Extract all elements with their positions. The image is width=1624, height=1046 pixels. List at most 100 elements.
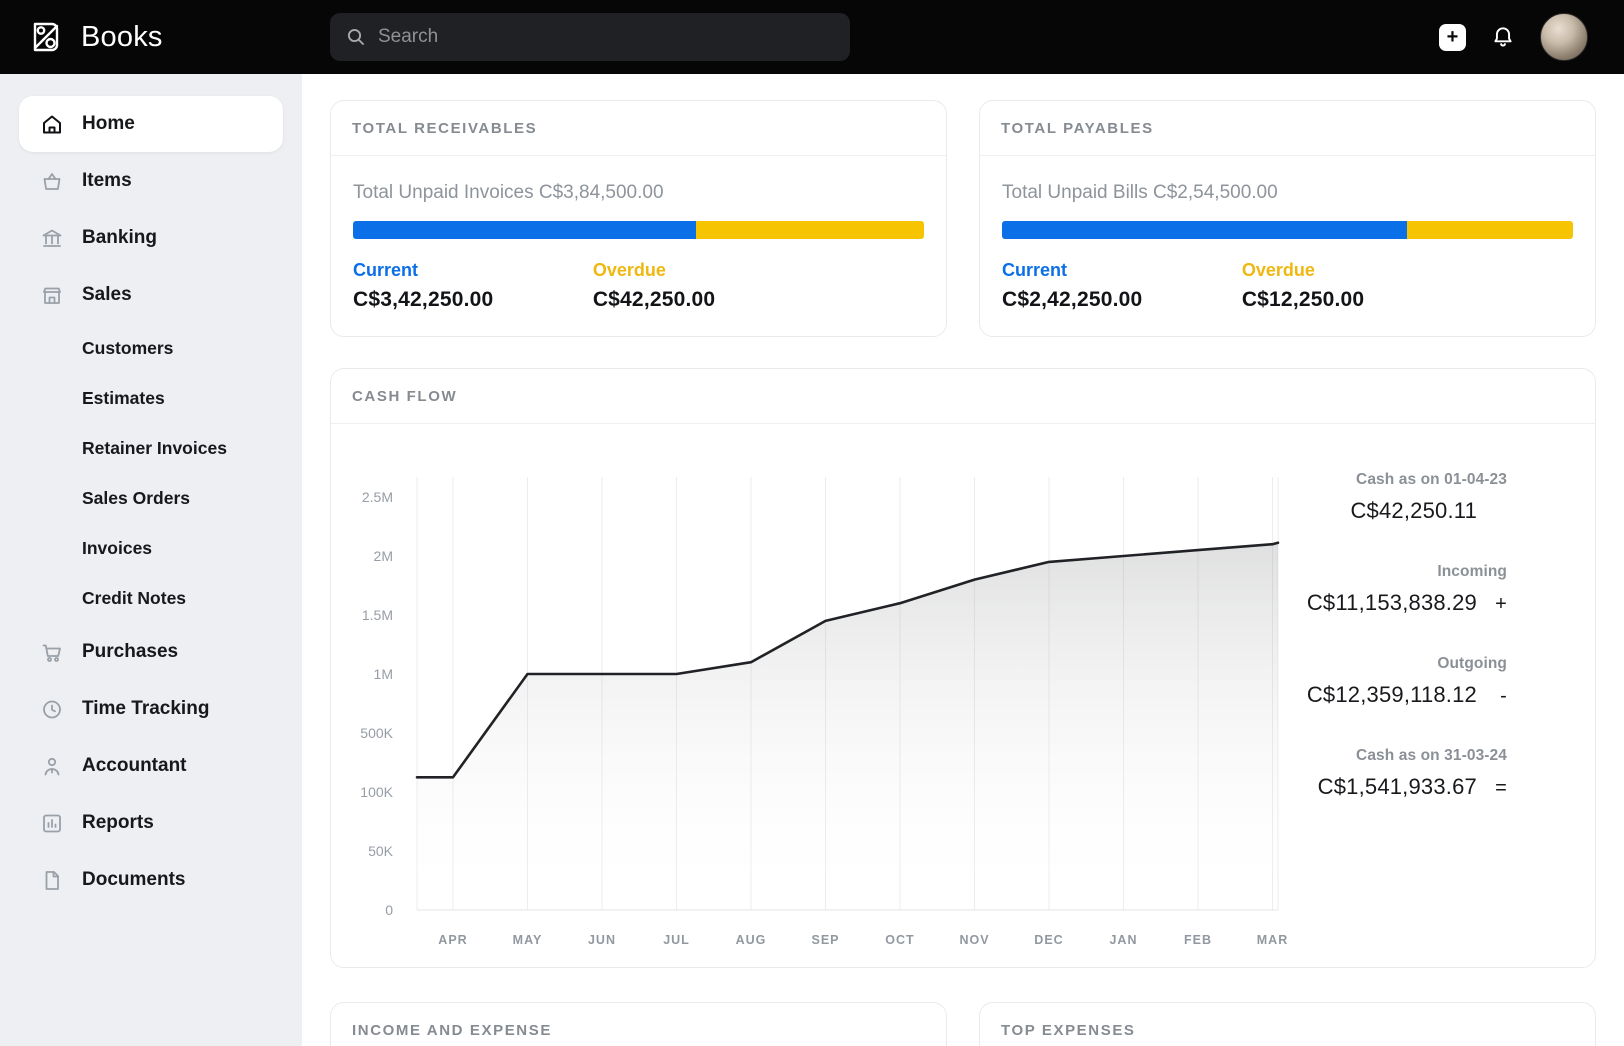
payables-overdue-segment bbox=[1407, 221, 1573, 239]
svg-text:FEB: FEB bbox=[1184, 933, 1212, 947]
sidebar-item-invoices[interactable]: Invoices bbox=[19, 524, 283, 573]
svg-text:AUG: AUG bbox=[736, 933, 767, 947]
stat-sign: = bbox=[1495, 777, 1507, 799]
sidebar-item-sales-orders[interactable]: Sales Orders bbox=[19, 474, 283, 523]
sidebar-item-credit-notes[interactable]: Credit Notes bbox=[19, 574, 283, 623]
sales-icon bbox=[40, 283, 64, 307]
sidebar-item-accountant[interactable]: Accountant bbox=[19, 738, 283, 794]
stat-label: Cash as on 31-03-24 bbox=[1356, 747, 1507, 764]
sidebar-item-purchases[interactable]: Purchases bbox=[19, 624, 283, 680]
svg-text:JAN: JAN bbox=[1109, 933, 1137, 947]
stat-value: C$11,153,838.29 bbox=[1306, 590, 1477, 615]
receivables-current-segment bbox=[353, 221, 696, 239]
stat-incoming: Incoming C$11,153,838.29 + bbox=[1177, 563, 1507, 616]
receivables-progress-bar bbox=[353, 221, 924, 239]
sidebar-item-label: Home bbox=[82, 113, 135, 134]
receivables-current-label: Current bbox=[353, 260, 419, 280]
sidebar-item-label: Sales bbox=[82, 284, 132, 305]
quick-create-button[interactable]: + bbox=[1439, 23, 1466, 51]
sidebar-item-label: Estimates bbox=[82, 388, 165, 408]
stat-outgoing: Outgoing C$12,359,118.12 - bbox=[1177, 655, 1507, 708]
svg-text:1M: 1M bbox=[374, 666, 393, 682]
stat-sign: - bbox=[1500, 685, 1507, 707]
payables-card-title: TOTAL PAYABLES bbox=[980, 101, 1595, 156]
top-expenses-card: TOP EXPENSES bbox=[979, 1002, 1596, 1046]
home-icon bbox=[40, 112, 64, 136]
sidebar-item-label: Purchases bbox=[82, 641, 179, 662]
stat-label: Outgoing bbox=[1437, 655, 1507, 672]
payables-overdue-value: C$12,250.00 bbox=[1241, 288, 1365, 311]
sidebar-item-banking[interactable]: Banking bbox=[19, 210, 283, 266]
sidebar: Home Items Banking Sales Customers Estimates R… bbox=[0, 74, 302, 1046]
stat-sign: + bbox=[1495, 593, 1507, 615]
svg-text:MAR: MAR bbox=[1257, 933, 1288, 947]
sidebar-item-label: Banking bbox=[82, 227, 157, 248]
receivables-overdue-label: Overdue bbox=[592, 260, 666, 280]
sidebar-item-label: Retainer Invoices bbox=[82, 438, 227, 458]
sidebar-item-label: Reports bbox=[82, 812, 154, 833]
payables-subtitle: Total Unpaid Bills C$2,54,500.00 bbox=[1002, 182, 1278, 203]
payables-current-segment bbox=[1002, 221, 1408, 239]
stat-label: Cash as on 01-04-23 bbox=[1356, 471, 1507, 488]
sidebar-item-label: Sales Orders bbox=[82, 488, 190, 508]
total-payables-card: TOTAL PAYABLES Total Unpaid Bills C$2,54… bbox=[979, 100, 1596, 337]
sidebar-item-reports[interactable]: Reports bbox=[19, 795, 283, 851]
sidebar-item-items[interactable]: Items bbox=[19, 153, 283, 209]
sidebar-item-home[interactable]: Home bbox=[19, 96, 283, 152]
sidebar-item-retainer-invoices[interactable]: Retainer Invoices bbox=[19, 424, 283, 473]
banking-icon bbox=[40, 226, 64, 250]
payables-current-value: C$2,42,250.00 bbox=[1002, 288, 1143, 311]
cash-flow-card: CASH FLOW 0 50K 100K 500K 1M 1.5M 2M 2.5M APR MAY… bbox=[330, 368, 1596, 968]
search-icon bbox=[346, 27, 366, 47]
svg-text:JUL: JUL bbox=[663, 933, 690, 947]
books-logo-icon bbox=[26, 17, 66, 57]
receivables-overdue-segment bbox=[695, 221, 924, 239]
total-receivables-card: TOTAL RECEIVABLES Total Unpaid Invoices … bbox=[330, 100, 947, 337]
sidebar-item-customers[interactable]: Customers bbox=[19, 324, 283, 373]
search-input[interactable] bbox=[378, 26, 834, 48]
stat-value: C$1,541,933.67 bbox=[1317, 774, 1477, 799]
purchases-icon bbox=[40, 640, 64, 664]
stat-cash-closing: Cash as on 31-03-24 C$1,541,933.67 = bbox=[1177, 747, 1507, 800]
svg-text:100K: 100K bbox=[360, 784, 393, 800]
svg-text:SEP: SEP bbox=[811, 933, 839, 947]
svg-text:500K: 500K bbox=[360, 725, 393, 741]
sidebar-item-time-tracking[interactable]: Time Tracking bbox=[19, 681, 283, 737]
svg-text:OCT: OCT bbox=[885, 933, 914, 947]
sidebar-item-label: Time Tracking bbox=[82, 698, 210, 719]
sidebar-item-label: Items bbox=[82, 170, 132, 191]
time-tracking-icon bbox=[40, 697, 64, 721]
stat-value: C$12,359,118.12 bbox=[1306, 682, 1477, 707]
sidebar-item-label: Credit Notes bbox=[82, 588, 187, 608]
top-bar: Books + bbox=[0, 0, 1624, 74]
svg-text:MAY: MAY bbox=[513, 933, 543, 947]
payables-progress-bar bbox=[1002, 221, 1573, 239]
dashboard: TOTAL RECEIVABLES Total Unpaid Invoices … bbox=[302, 74, 1624, 1046]
stat-cash-opening: Cash as on 01-04-23 C$42,250.11 bbox=[1177, 471, 1507, 524]
svg-text:JUN: JUN bbox=[588, 933, 616, 947]
svg-text:1.5M: 1.5M bbox=[362, 607, 393, 623]
notifications-bell-icon[interactable] bbox=[1490, 24, 1516, 50]
sidebar-item-estimates[interactable]: Estimates bbox=[19, 374, 283, 423]
sidebar-item-label: Invoices bbox=[82, 538, 153, 558]
receivables-subtitle: Total Unpaid Invoices C$3,84,500.00 bbox=[353, 182, 664, 203]
top-expenses-title: TOP EXPENSES bbox=[980, 1003, 1595, 1046]
cash-flow-stats: Cash as on 01-04-23 C$42,250.11 Incoming… bbox=[1177, 471, 1507, 800]
sidebar-item-label: Customers bbox=[82, 338, 174, 358]
global-search[interactable] bbox=[330, 13, 850, 61]
svg-text:2.5M: 2.5M bbox=[362, 489, 393, 505]
sidebar-item-documents[interactable]: Documents bbox=[19, 852, 283, 908]
svg-text:APR: APR bbox=[438, 933, 467, 947]
svg-text:50K: 50K bbox=[368, 843, 394, 859]
user-avatar[interactable] bbox=[1540, 13, 1588, 61]
svg-text:2M: 2M bbox=[374, 548, 393, 564]
cash-flow-title: CASH FLOW bbox=[331, 369, 1595, 424]
stat-label: Incoming bbox=[1437, 563, 1507, 580]
income-and-expense-card: INCOME AND EXPENSE bbox=[330, 1002, 947, 1046]
cash-flow-area-chart: 0 50K 100K 500K 1M 1.5M 2M 2.5M APR MAY JUN JUL AUG S… bbox=[360, 477, 1288, 947]
items-icon bbox=[40, 169, 64, 193]
sidebar-item-sales[interactable]: Sales bbox=[19, 267, 283, 323]
sidebar-item-label: Accountant bbox=[82, 755, 187, 776]
svg-text:0: 0 bbox=[385, 902, 393, 918]
accountant-icon bbox=[40, 754, 64, 778]
